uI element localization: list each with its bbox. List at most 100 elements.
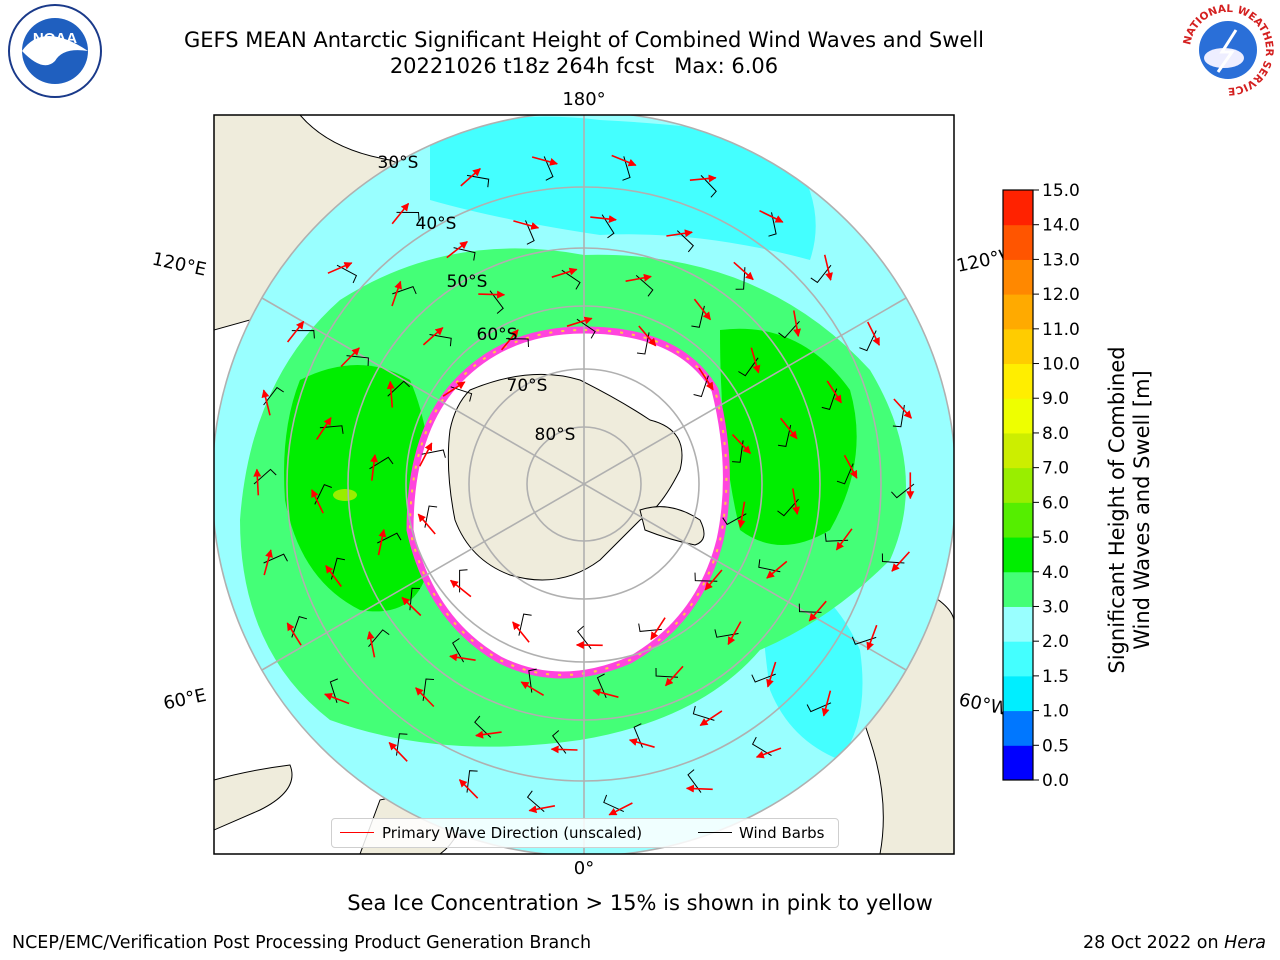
colorbar-segment [1003, 224, 1033, 260]
colorbar-tick-label: 8.0 [1042, 424, 1069, 444]
wind-barb [368, 629, 390, 648]
wind-barb [453, 247, 476, 261]
colorbar-tick-label: 10.0 [1042, 355, 1080, 375]
colorbar-tick-label: 4.0 [1042, 563, 1069, 583]
plot-title-line-2: 20221026 t18z 264h fcst Max: 6.06 [389, 54, 779, 78]
wind-barb [655, 667, 679, 678]
colorbar-segment [1003, 502, 1033, 538]
colorbar-tick-label: 7.0 [1042, 459, 1069, 479]
colorbar-segment [1003, 432, 1033, 469]
wind-barb [577, 625, 592, 650]
colorbar-tick-label: 15.0 [1042, 181, 1080, 201]
wave-direction-arrow [286, 622, 302, 646]
wind-barb [777, 424, 792, 447]
wave-direction-arrow [638, 325, 657, 347]
wave-direction-arrow [866, 321, 881, 346]
wave-direction-arrow [311, 489, 324, 514]
wave-direction-arrow [666, 229, 693, 238]
lon-label-0: 0° [574, 858, 594, 879]
wind-barb [489, 290, 504, 314]
map-frame [213, 114, 955, 855]
wave-direction-arrow [316, 417, 332, 440]
wind-barb [474, 715, 492, 738]
nws-logo-icon: NATIONAL WEATHER SERVICE [1181, 3, 1275, 97]
colorbar-segment [1003, 745, 1033, 781]
plot-title-line-1: GEFS MEAN Antarctic Significant Height o… [183, 28, 985, 52]
wave-direction-arrow [625, 273, 652, 282]
colorbar-tick-label: 12.0 [1042, 285, 1080, 305]
colorbar-tick-label: 14.0 [1042, 216, 1080, 236]
wave-direction-arrow [325, 564, 342, 587]
wind-barb [429, 334, 452, 347]
wave-direction-arrow [422, 327, 444, 346]
wind-barb [636, 332, 650, 355]
lon-label-60e: 60°E [162, 685, 209, 715]
colorbar-segment [1003, 710, 1033, 746]
wind-barb [601, 214, 615, 239]
wind-barb [738, 357, 759, 377]
wave-direction-arrow [550, 745, 578, 754]
wind-barb [377, 532, 402, 544]
wave-direction-arrow [792, 488, 800, 515]
wind-barb [396, 211, 420, 221]
wind-barb [528, 668, 537, 693]
colorbar-tick-label: 1.5 [1042, 667, 1069, 687]
wave-direction-arrow [826, 380, 842, 404]
wind-barb [700, 175, 717, 198]
colorbar-segment [1003, 190, 1033, 226]
wind-barb [526, 790, 545, 812]
wave-direction-arrow [750, 347, 761, 374]
wind-barb [622, 156, 631, 181]
wave-direction-arrow [893, 398, 912, 419]
wave-direction-arrow [513, 220, 540, 230]
wave-direction-arrow [759, 209, 784, 223]
graticule [214, 115, 954, 854]
wind-barb [346, 355, 369, 366]
wind-barb [810, 264, 832, 284]
wave-direction-arrow [737, 501, 746, 529]
wave-direction-arrow [731, 434, 751, 454]
wind-barb [633, 723, 643, 748]
wind-barb [369, 456, 394, 470]
map-legend: Primary Wave Direction (unscaled) Wind B… [331, 818, 839, 848]
wind-barb [638, 623, 662, 632]
wind-barb [396, 733, 408, 756]
wind-barb [798, 603, 822, 613]
noaa-logo-text: NOAA [33, 30, 77, 47]
wave-direction-arrow [253, 468, 262, 496]
wave-direction-arrow [388, 742, 408, 762]
colorbar-tick-label: 13.0 [1042, 250, 1080, 270]
wave-direction-arrow [386, 380, 395, 408]
wind-barb [751, 736, 772, 757]
vector-layer [253, 154, 915, 816]
wave-direction-arrow [665, 665, 684, 687]
wind-barb [459, 569, 468, 593]
swh-1-5-2m-region-north [430, 116, 816, 261]
wave-direction-arrow [520, 681, 545, 696]
swh-4-5m-west [284, 365, 433, 612]
colorbar-tick-label: 11.0 [1042, 320, 1080, 340]
wave-direction-arrow [377, 528, 387, 556]
wind-barb [722, 513, 747, 526]
wind-barb [263, 386, 284, 406]
colorbar-tick-label: 3.0 [1042, 597, 1069, 617]
wind-barb [778, 320, 800, 339]
wave-direction-arrow [835, 528, 853, 551]
wind-barb [881, 553, 905, 564]
wind-barb [635, 275, 654, 297]
wind-barb [424, 505, 438, 528]
lat-label-60s: 60°S [477, 325, 518, 345]
wave-direction-arrow [458, 779, 479, 799]
colorbar-segment [1003, 328, 1033, 365]
sea-ice-note: Sea Ice Concentration > 15% is shown in … [347, 891, 933, 915]
wave-direction-arrow [531, 156, 558, 166]
wind-barb [596, 673, 607, 698]
colorbar-segment [1003, 571, 1033, 607]
wind-barb [452, 638, 465, 663]
colorbar-segment [1003, 363, 1033, 399]
wave-direction-arrow [689, 174, 717, 183]
wind-barb [466, 174, 490, 188]
wave-direction-arrow [263, 549, 273, 576]
wind-barb [576, 318, 596, 339]
wind-barb [735, 267, 746, 290]
